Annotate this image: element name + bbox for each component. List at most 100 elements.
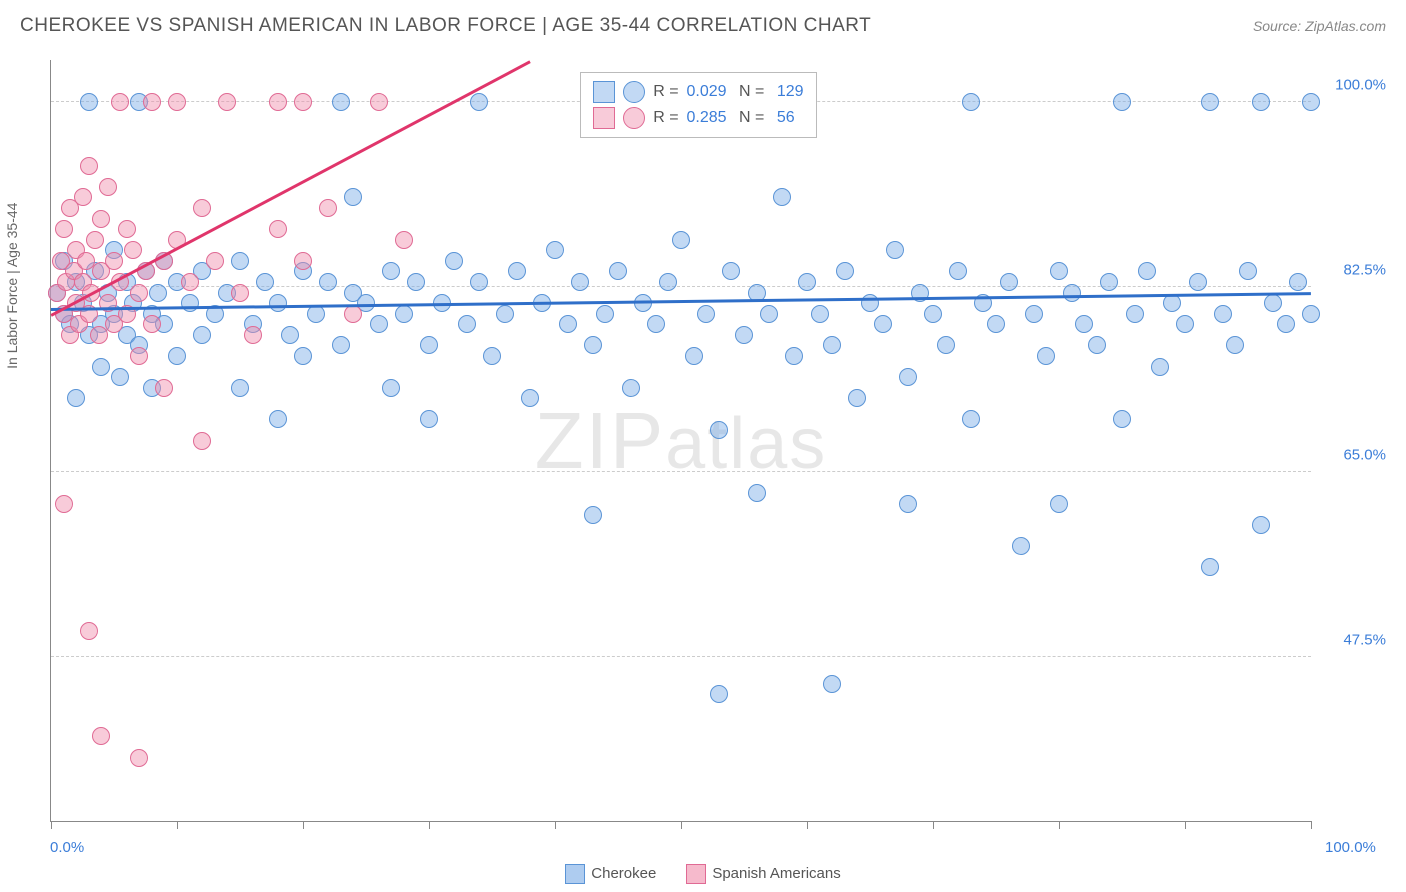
legend-n-label: N =: [735, 109, 765, 127]
data-point: [823, 675, 841, 693]
data-point: [496, 305, 514, 323]
data-point: [231, 284, 249, 302]
data-point: [1012, 537, 1030, 555]
data-point: [962, 410, 980, 428]
chart-container: In Labor Force | Age 35-44 ZIPatlas 47.5…: [50, 50, 1391, 837]
data-point: [596, 305, 614, 323]
data-point: [99, 178, 117, 196]
data-point: [168, 347, 186, 365]
data-point: [1226, 336, 1244, 354]
x-tick: [1185, 821, 1186, 829]
data-point: [823, 336, 841, 354]
data-point: [722, 262, 740, 280]
footer-legend-label: Cherokee: [591, 865, 656, 882]
data-point: [92, 210, 110, 228]
data-point: [1163, 294, 1181, 312]
legend-r-label: R =: [653, 109, 678, 127]
data-point: [1050, 262, 1068, 280]
data-point: [1201, 93, 1219, 111]
data-point: [344, 305, 362, 323]
x-tick: [429, 821, 430, 829]
data-point: [80, 157, 98, 175]
data-point: [111, 93, 129, 111]
x-tick: [807, 821, 808, 829]
data-point: [149, 284, 167, 302]
data-point: [1000, 273, 1018, 291]
data-point: [1113, 410, 1131, 428]
data-point: [1264, 294, 1282, 312]
data-point: [294, 347, 312, 365]
y-axis-label: In Labor Force | Age 35-44: [4, 202, 20, 368]
legend-n-value: 56: [772, 109, 794, 127]
chart-header: CHEROKEE VS SPANISH AMERICAN IN LABOR FO…: [20, 15, 1386, 37]
data-point: [395, 231, 413, 249]
data-point: [111, 368, 129, 386]
data-point: [458, 315, 476, 333]
data-point: [382, 262, 400, 280]
data-point: [1201, 558, 1219, 576]
legend-swatch: [593, 81, 615, 103]
data-point: [294, 252, 312, 270]
stats-legend: R =0.029 N = 129R =0.285 N = 56: [580, 72, 816, 138]
chart-source: Source: ZipAtlas.com: [1253, 18, 1386, 34]
data-point: [206, 252, 224, 270]
data-point: [168, 93, 186, 111]
data-point: [1151, 358, 1169, 376]
data-point: [193, 432, 211, 450]
data-point: [382, 379, 400, 397]
data-point: [80, 93, 98, 111]
data-point: [848, 389, 866, 407]
footer-legend-item: Cherokee: [565, 864, 656, 884]
data-point: [86, 231, 104, 249]
data-point: [124, 241, 142, 259]
data-point: [1088, 336, 1106, 354]
x-tick: [303, 821, 304, 829]
data-point: [483, 347, 501, 365]
data-point: [798, 273, 816, 291]
data-point: [130, 347, 148, 365]
data-point: [269, 220, 287, 238]
data-point: [735, 326, 753, 344]
data-point: [395, 305, 413, 323]
data-point: [1302, 93, 1320, 111]
data-point: [1113, 93, 1131, 111]
data-point: [1189, 273, 1207, 291]
data-point: [937, 336, 955, 354]
data-point: [143, 315, 161, 333]
data-point: [130, 284, 148, 302]
data-point: [67, 389, 85, 407]
data-point: [218, 93, 236, 111]
data-point: [710, 685, 728, 703]
data-point: [105, 252, 123, 270]
data-point: [420, 410, 438, 428]
data-point: [193, 199, 211, 217]
data-point: [231, 379, 249, 397]
data-point: [521, 389, 539, 407]
data-point: [811, 305, 829, 323]
data-point: [244, 326, 262, 344]
legend-marker-icon: [623, 81, 645, 103]
data-point: [332, 336, 350, 354]
data-point: [55, 220, 73, 238]
data-point: [1037, 347, 1055, 365]
data-point: [319, 273, 337, 291]
legend-swatch: [686, 864, 706, 884]
x-axis-min-label: 0.0%: [50, 839, 84, 856]
data-point: [1025, 305, 1043, 323]
data-point: [1214, 305, 1232, 323]
data-point: [1239, 262, 1257, 280]
data-point: [143, 93, 161, 111]
y-tick-label: 100.0%: [1316, 77, 1386, 94]
data-point: [231, 252, 249, 270]
data-point: [74, 188, 92, 206]
data-point: [647, 315, 665, 333]
data-point: [987, 315, 1005, 333]
data-point: [697, 305, 715, 323]
data-point: [181, 294, 199, 312]
stats-legend-row: R =0.285 N = 56: [593, 105, 803, 131]
data-point: [92, 727, 110, 745]
x-tick: [177, 821, 178, 829]
data-point: [962, 93, 980, 111]
data-point: [1050, 495, 1068, 513]
y-tick-label: 82.5%: [1316, 262, 1386, 279]
